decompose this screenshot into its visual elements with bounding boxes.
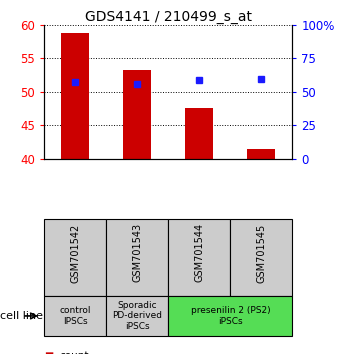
Text: ■: ■ <box>44 351 53 354</box>
Bar <box>248 149 275 159</box>
Title: GDS4141 / 210499_s_at: GDS4141 / 210499_s_at <box>85 10 252 24</box>
Text: GSM701545: GSM701545 <box>256 223 266 282</box>
Text: GSM701544: GSM701544 <box>194 223 204 282</box>
Text: count: count <box>59 351 89 354</box>
Text: presenilin 2 (PS2)
iPSCs: presenilin 2 (PS2) iPSCs <box>190 306 270 326</box>
Text: cell line: cell line <box>0 311 43 321</box>
Text: GSM701543: GSM701543 <box>132 223 142 282</box>
Bar <box>123 70 151 159</box>
Text: GSM701542: GSM701542 <box>70 223 80 282</box>
Text: Sporadic
PD-derived
iPSCs: Sporadic PD-derived iPSCs <box>112 301 162 331</box>
Text: control
IPSCs: control IPSCs <box>59 306 91 326</box>
Bar <box>61 34 89 159</box>
Bar <box>185 108 213 159</box>
